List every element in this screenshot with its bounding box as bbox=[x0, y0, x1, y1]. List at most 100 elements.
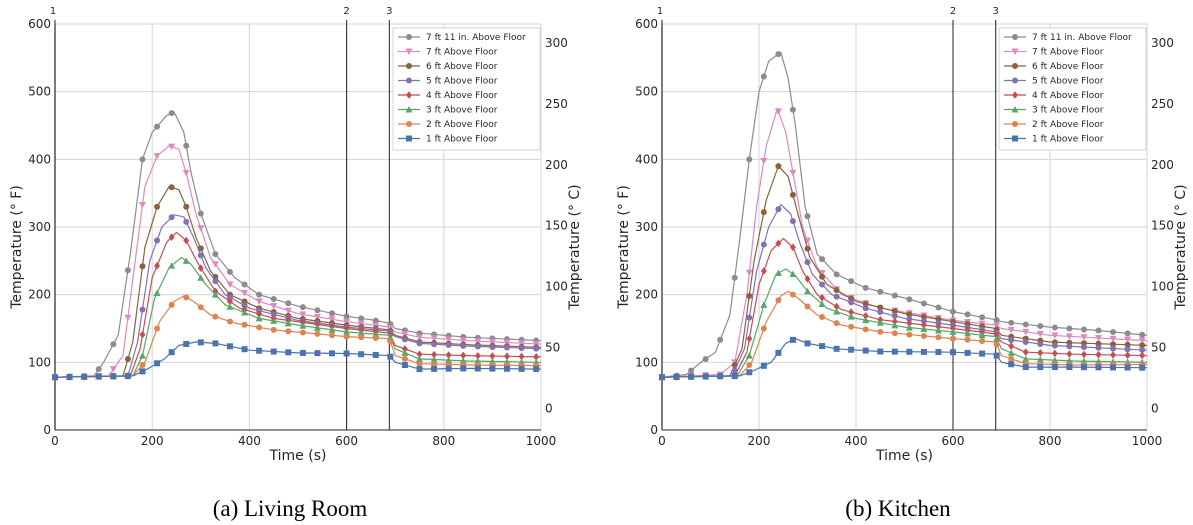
series-marker bbox=[891, 317, 898, 326]
series-marker bbox=[445, 356, 453, 364]
series-marker bbox=[760, 325, 767, 332]
legend-marker bbox=[1011, 106, 1019, 113]
series-marker bbox=[760, 267, 767, 275]
event-label-1: 1 bbox=[657, 6, 663, 17]
series-marker bbox=[934, 326, 942, 334]
series-marker bbox=[489, 343, 496, 350]
series-marker bbox=[329, 332, 336, 339]
series-marker bbox=[183, 218, 190, 225]
series-marker bbox=[387, 338, 394, 345]
series-marker bbox=[804, 245, 811, 252]
series-marker bbox=[52, 374, 58, 381]
series-marker bbox=[1080, 350, 1087, 359]
series-marker bbox=[1066, 343, 1073, 350]
series-marker bbox=[124, 314, 132, 322]
series-marker bbox=[746, 362, 753, 369]
series-marker bbox=[139, 368, 146, 375]
series-marker bbox=[1022, 364, 1029, 371]
series-marker bbox=[314, 330, 321, 337]
series-marker bbox=[731, 372, 738, 379]
series-marker bbox=[197, 264, 204, 272]
y-right-tick-label: 250 bbox=[1151, 97, 1174, 111]
series-marker bbox=[256, 347, 263, 354]
y-tick-label: 300 bbox=[635, 220, 658, 234]
y-right-tick-label: 100 bbox=[545, 280, 568, 294]
series-marker bbox=[124, 355, 131, 362]
series-marker bbox=[212, 278, 219, 285]
series-marker bbox=[775, 51, 782, 58]
series-marker bbox=[891, 292, 898, 299]
series-marker bbox=[241, 309, 249, 316]
series-marker bbox=[819, 273, 826, 280]
series-marker bbox=[270, 348, 277, 355]
series-marker bbox=[775, 206, 782, 213]
y-tick-label: 200 bbox=[635, 288, 658, 302]
legend-marker bbox=[1012, 135, 1018, 142]
series-marker bbox=[906, 296, 913, 303]
y-tick-label: 600 bbox=[635, 17, 658, 31]
series-marker bbox=[1008, 337, 1015, 344]
legend-marker bbox=[406, 77, 412, 84]
legend-entry: 3 ft Above Floor bbox=[398, 106, 498, 116]
series-8 bbox=[52, 339, 542, 381]
series-marker bbox=[818, 300, 826, 307]
series-marker bbox=[1110, 364, 1117, 371]
legend: 7 ft 11 in. Above Floor 7 ft Above Floor 6… bbox=[392, 27, 541, 151]
series-marker bbox=[789, 243, 796, 252]
series-marker bbox=[241, 346, 248, 353]
series-marker bbox=[1051, 356, 1059, 364]
series-marker bbox=[1008, 319, 1015, 326]
series-marker bbox=[270, 317, 278, 324]
series-marker bbox=[138, 352, 146, 359]
series-marker bbox=[460, 342, 467, 349]
series-marker bbox=[168, 143, 176, 151]
series-marker bbox=[877, 288, 884, 295]
series-marker bbox=[1022, 328, 1030, 336]
series-marker bbox=[197, 304, 204, 311]
series-line bbox=[54, 145, 542, 378]
series-marker bbox=[1036, 330, 1044, 338]
series-marker bbox=[760, 209, 767, 216]
x-tick-label: 0 bbox=[658, 434, 666, 448]
chart-panel-1: 1 2 3 0 100 200 300 400 500 600 0 50 100 150 200 250 300… bbox=[9, 6, 583, 521]
legend-label: 7 ft 11 in. Above Floor bbox=[426, 33, 526, 43]
series-marker bbox=[950, 308, 956, 315]
series-marker bbox=[1022, 339, 1029, 346]
series-marker bbox=[445, 351, 452, 359]
series-marker bbox=[789, 291, 796, 298]
legend-entry: 6 ft Above Floor bbox=[398, 62, 498, 72]
series-marker bbox=[518, 345, 525, 352]
series-marker bbox=[285, 328, 292, 335]
series-marker bbox=[804, 213, 811, 220]
series-marker bbox=[459, 337, 467, 344]
y-tick-label: 100 bbox=[28, 355, 51, 369]
series-marker bbox=[1124, 341, 1131, 348]
series-marker bbox=[1051, 332, 1059, 340]
series-marker bbox=[212, 251, 219, 258]
y-right-tick-label: 150 bbox=[1151, 219, 1174, 233]
series-marker bbox=[197, 245, 204, 252]
series-marker bbox=[343, 313, 350, 320]
series-marker bbox=[964, 329, 972, 337]
series-marker bbox=[1008, 361, 1015, 368]
series-marker bbox=[979, 350, 986, 357]
series-marker bbox=[1066, 364, 1073, 371]
series-marker bbox=[401, 345, 408, 353]
event-label-3: 3 bbox=[992, 6, 998, 17]
series-marker bbox=[401, 336, 408, 343]
series-marker bbox=[1008, 355, 1015, 362]
series-marker bbox=[226, 297, 233, 306]
series-marker bbox=[891, 330, 898, 337]
series-marker bbox=[241, 321, 248, 328]
series-marker bbox=[789, 106, 796, 113]
series-marker bbox=[760, 301, 768, 308]
legend-entry: 1 ft Above Floor bbox=[1004, 135, 1104, 145]
series-marker bbox=[906, 319, 913, 328]
series-marker bbox=[1080, 364, 1087, 371]
event-label-2: 2 bbox=[950, 6, 956, 17]
series-marker bbox=[109, 366, 117, 373]
legend-marker bbox=[1012, 91, 1018, 99]
series-marker bbox=[532, 340, 540, 348]
series-marker bbox=[328, 316, 336, 323]
y-right-tick-label: 250 bbox=[545, 97, 568, 111]
